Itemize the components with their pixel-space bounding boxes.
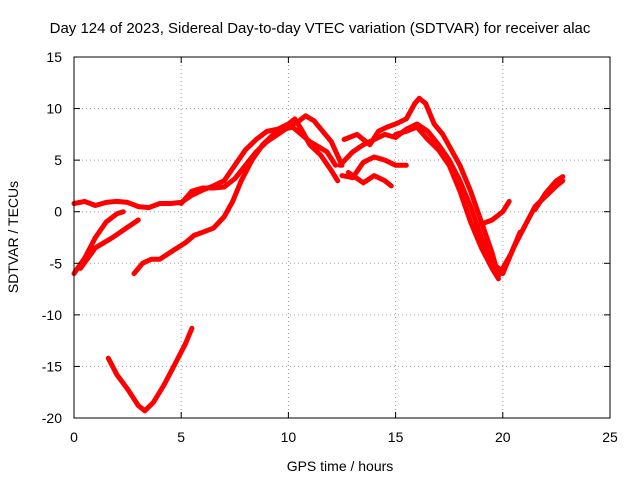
y-axis-label: SDTVAR / TECUs: [5, 181, 21, 293]
series-line-trace-10: [341, 95, 523, 279]
series-line-trace-3: [77, 217, 141, 271]
series-line-trace-4: [105, 325, 195, 414]
x-tick-label: 20: [495, 429, 511, 445]
y-tick-label: -20: [42, 410, 62, 426]
x-tick-label: 10: [281, 429, 297, 445]
series-line-trace-11: [393, 124, 501, 282]
series-line-trace-14: [532, 174, 566, 213]
plot-frame: [73, 56, 611, 419]
y-tick-label: 15: [46, 49, 62, 65]
series-line-trace-13: [500, 178, 566, 277]
x-tick-label: 0: [70, 429, 78, 445]
grid-lines: [74, 57, 610, 418]
y-tick-label: 0: [54, 204, 62, 220]
x-axis-label: GPS time / hours: [287, 458, 394, 474]
series-line-trace-5: [131, 124, 339, 277]
x-tick-label: 15: [388, 429, 404, 445]
x-tick-label: 5: [177, 429, 185, 445]
series-line-trace-12: [478, 198, 512, 227]
series-line-trace-6: [178, 113, 345, 206]
y-tick-label: -5: [50, 255, 63, 271]
series-line-trace-8: [337, 121, 506, 274]
x-tick-label: 25: [602, 429, 618, 445]
y-tick-label: -15: [42, 358, 62, 374]
y-tick-label: 5: [54, 152, 62, 168]
y-tick-label: 10: [46, 101, 62, 117]
y-tick-label: -10: [42, 307, 62, 323]
series-line-trace-2: [71, 209, 126, 277]
axis-ticks: 0 5 10 15 20 25 -20 -15 -10 -5 0 5 10 15: [42, 49, 618, 445]
series-line-trace-9: [345, 170, 394, 189]
chart-title: Day 124 of 2023, Sidereal Day-to-day VTE…: [50, 20, 591, 37]
series-group: [71, 95, 566, 414]
